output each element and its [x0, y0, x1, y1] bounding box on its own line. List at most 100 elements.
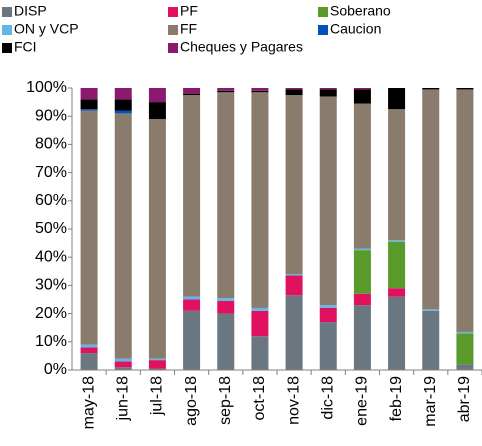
- bar-segment: [114, 88, 132, 100]
- legend-label: DISP: [14, 3, 47, 19]
- bar-segment: [217, 90, 235, 93]
- bar-segment: [183, 95, 201, 297]
- bar-segment: [319, 88, 337, 90]
- legend-label: PF: [180, 3, 198, 19]
- x-tick-label: oct-18: [251, 376, 268, 421]
- bar-segment: [285, 295, 303, 370]
- x-tick-label: may-18: [80, 376, 97, 429]
- x-tick-label: jun-18: [114, 376, 131, 422]
- bar-segment: [456, 331, 474, 334]
- bar-segment: [353, 305, 371, 370]
- x-tick-label: ene-19: [354, 376, 371, 426]
- bar-segment: [217, 300, 235, 314]
- y-tick-label: 20%: [35, 305, 67, 322]
- bar-segment: [285, 95, 303, 275]
- bar-segment: [285, 89, 303, 96]
- y-tick-label: 60%: [35, 192, 67, 209]
- x-tick-label: sep-18: [217, 376, 234, 425]
- bar-segment: [422, 88, 440, 90]
- bar-segment: [183, 93, 201, 96]
- legend-swatch: [168, 7, 178, 17]
- bar-segment: [456, 333, 474, 365]
- bar-segment: [353, 103, 371, 249]
- legend-swatch: [2, 25, 12, 35]
- y-tick-label: 50%: [35, 220, 67, 237]
- y-tick-label: 80%: [35, 136, 67, 153]
- bar-segment: [80, 353, 98, 370]
- bar-segment: [353, 293, 371, 306]
- bar-segment: [148, 102, 166, 120]
- bar-segment: [422, 309, 440, 311]
- x-tick-label: feb-19: [388, 376, 405, 421]
- bar-segment: [353, 248, 371, 251]
- y-tick-label: 30%: [35, 277, 67, 294]
- legend-label: FCI: [14, 39, 37, 55]
- legend-swatch: [2, 7, 12, 17]
- bar-segment: [217, 92, 235, 299]
- bar-segment: [251, 310, 269, 337]
- bar-segment: [148, 368, 166, 370]
- legend-label: ON y VCP: [14, 21, 79, 37]
- x-tick-label: ago-18: [183, 376, 200, 426]
- bar-segment: [80, 88, 98, 100]
- bar-segment: [251, 336, 269, 370]
- bar-segment: [114, 367, 132, 370]
- y-tick-label: 70%: [35, 164, 67, 181]
- legend-label: Caucion: [330, 21, 381, 37]
- legend-swatch: [318, 25, 328, 35]
- bar-segment: [388, 288, 406, 297]
- bar-segment: [251, 92, 269, 308]
- bar-segment: [251, 90, 269, 93]
- y-tick-label: 10%: [35, 333, 67, 350]
- y-tick-label: 90%: [35, 107, 67, 124]
- bar-segment: [422, 89, 440, 310]
- bar-segment: [319, 305, 337, 308]
- legend-label: Soberano: [330, 3, 391, 19]
- bar-segment: [183, 299, 201, 311]
- bar-segment: [217, 88, 235, 91]
- bar-segment: [80, 110, 98, 345]
- y-tick-label: 40%: [35, 248, 67, 265]
- bar-segment: [148, 358, 166, 361]
- bar-segment: [285, 275, 303, 296]
- bar-segment: [388, 296, 406, 370]
- bar-segment: [217, 298, 235, 301]
- bar-segment: [319, 89, 337, 97]
- bar-segment: [148, 119, 166, 359]
- bar-segment: [114, 99, 132, 111]
- bar-segment: [148, 88, 166, 103]
- bar-segment: [388, 241, 406, 289]
- legend-swatch: [2, 43, 12, 53]
- bar-segment: [319, 307, 337, 323]
- bar-segment: [388, 88, 406, 110]
- bar-segment: [319, 96, 337, 306]
- bar-segment: [251, 307, 269, 311]
- bar-segment: [114, 361, 132, 368]
- bar-segment: [456, 88, 474, 90]
- legend-swatch: [318, 7, 328, 17]
- x-tick-label: mar-19: [422, 376, 439, 427]
- bar-segment: [80, 99, 98, 110]
- bar-segment: [183, 88, 201, 94]
- bar-segment: [183, 296, 201, 300]
- x-tick-label: jul-18: [149, 376, 166, 416]
- bar-segment: [183, 310, 201, 370]
- bar-segment: [285, 88, 303, 90]
- bar-segment: [80, 109, 98, 111]
- legend-label: Cheques y Pagares: [180, 39, 303, 55]
- bar-segment: [80, 344, 98, 348]
- bar-segment: [114, 358, 132, 362]
- bar-segment: [353, 88, 371, 90]
- bar-segment: [456, 364, 474, 370]
- bar-segment: [388, 109, 406, 241]
- bar-segment: [285, 274, 303, 276]
- y-tick-label: 100%: [26, 79, 67, 96]
- bar-segment: [353, 89, 371, 104]
- bar-segment: [148, 360, 166, 369]
- bar-segment: [422, 310, 440, 370]
- bar-segment: [114, 110, 132, 114]
- legend-label: FF: [180, 21, 197, 37]
- x-tick-label: dic-18: [319, 376, 336, 420]
- legend-swatch: [168, 25, 178, 35]
